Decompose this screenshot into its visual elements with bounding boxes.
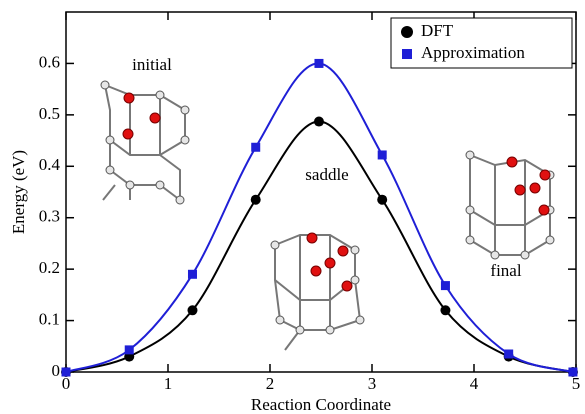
x-tick-label: 3: [368, 374, 377, 393]
molecule-saddle: [270, 232, 365, 351]
y-tick-label: 0.5: [39, 104, 60, 123]
x-tick-label: 1: [164, 374, 173, 393]
data-point: [251, 142, 261, 152]
molecule-initial: [100, 80, 190, 205]
x-tick-label: 2: [266, 374, 275, 393]
annotation: saddle: [305, 165, 348, 184]
y-tick-label: 0.6: [39, 52, 60, 71]
y-axis-label: Energy (eV): [9, 150, 28, 234]
series-line: [65, 120, 574, 373]
molecule-final: [465, 150, 555, 260]
data-point: [377, 194, 388, 205]
y-tick-label: 0.2: [39, 258, 60, 277]
legend-box: [390, 17, 573, 69]
legend-label: DFT: [421, 21, 454, 40]
data-point: [187, 269, 197, 279]
data-point: [314, 58, 324, 68]
y-tick-label: 0.4: [39, 155, 61, 174]
y-tick-label: 0: [52, 361, 61, 380]
annotation: final: [490, 261, 521, 280]
data-point: [124, 345, 134, 355]
data-point: [440, 281, 450, 291]
plot-frame: [65, 11, 577, 373]
y-tick-label: 0.3: [39, 207, 60, 226]
x-tick-label: 4: [470, 374, 479, 393]
legend-label: Approximation: [421, 43, 525, 62]
data-point: [250, 194, 261, 205]
series-line: [65, 62, 574, 373]
data-point: [568, 367, 578, 377]
x-axis-label: Reaction Coordinate: [251, 395, 391, 414]
legend-marker: [402, 49, 412, 59]
data-point: [61, 367, 71, 377]
legend-marker: [401, 26, 413, 38]
x-tick-label: 0: [62, 374, 71, 393]
data-point: [440, 305, 451, 316]
x-tick-label: 5: [572, 374, 581, 393]
data-point: [313, 116, 324, 127]
data-point: [377, 150, 387, 160]
y-tick-label: 0.1: [39, 309, 60, 328]
annotation: initial: [132, 55, 172, 74]
data-point: [187, 305, 198, 316]
data-point: [504, 349, 514, 359]
